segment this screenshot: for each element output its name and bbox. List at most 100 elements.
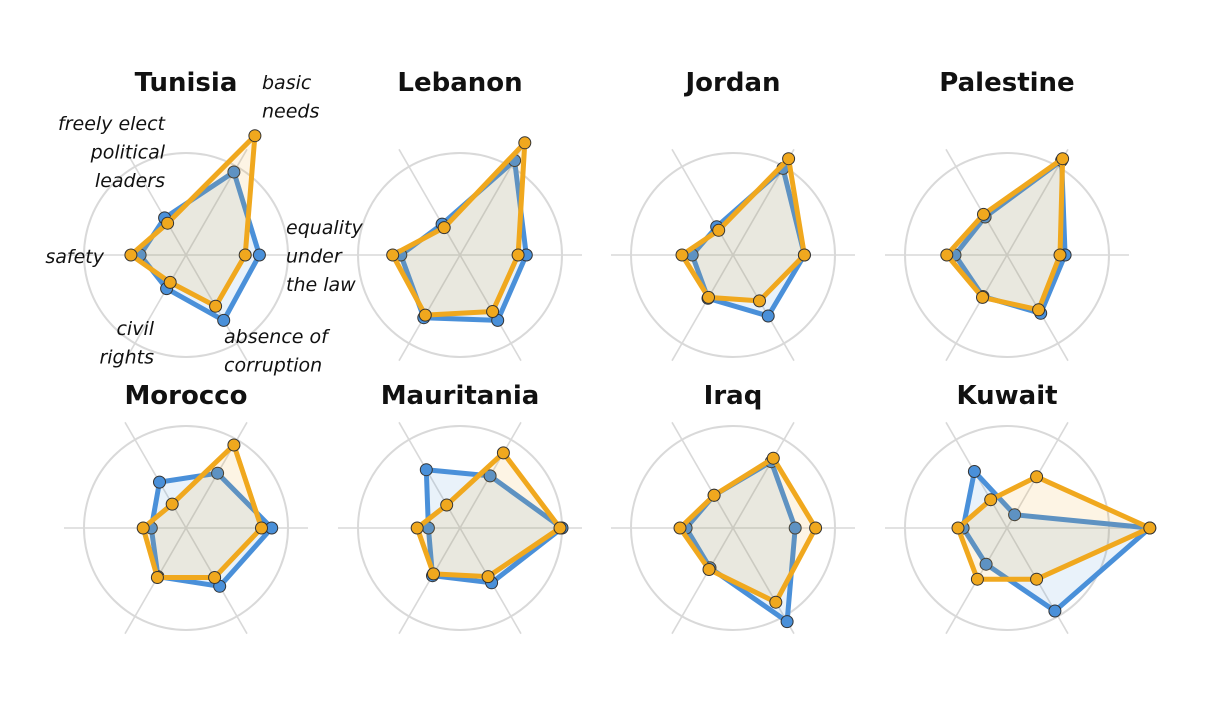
grid-spoke-5 xyxy=(124,421,187,529)
orange-point-basic-needs xyxy=(227,438,241,452)
orange-point-civil-rights xyxy=(163,275,177,289)
orange-series-area xyxy=(677,455,819,605)
grid-spoke-3 xyxy=(124,254,187,362)
orange-point-freely-elect-political-leaders xyxy=(984,493,998,507)
grid-spoke-3 xyxy=(671,254,734,362)
orange-point-safety xyxy=(410,521,424,535)
axis-label-freely-elect-political-leaders: freely elect political leaders xyxy=(58,113,167,192)
orange-point-civil-rights xyxy=(976,290,989,304)
orange-point-equality-under-the-law xyxy=(1143,521,1157,535)
orange-point-equality-under-the-law xyxy=(511,248,525,262)
axis-label-line: the law xyxy=(286,274,356,296)
orange-point-equality-under-the-law xyxy=(238,248,252,262)
grid-spoke-3 xyxy=(945,254,1008,362)
orange-point-absence-of-corruption xyxy=(209,299,223,313)
orange-point-basic-needs xyxy=(782,152,796,166)
blue-point-freely-elect-political-leaders xyxy=(153,475,166,489)
blue-point-civil-rights xyxy=(979,557,993,571)
axis-label-line: absence of xyxy=(224,326,331,348)
blue-point-basic-needs xyxy=(1008,508,1022,522)
orange-point-freely-elect-political-leaders xyxy=(165,497,179,511)
orange-point-freely-elect-political-leaders xyxy=(712,223,726,237)
orange-point-absence-of-corruption xyxy=(769,595,783,609)
orange-point-equality-under-the-law xyxy=(809,521,823,535)
axis-label-line: equality xyxy=(286,217,363,239)
orange-point-basic-needs xyxy=(248,129,262,143)
axis-label-safety: safety xyxy=(45,246,104,268)
orange-point-basic-needs xyxy=(1056,152,1070,166)
axis-label-line: political xyxy=(90,142,166,164)
axis-label-line: leaders xyxy=(95,170,165,192)
orange-point-safety xyxy=(951,521,965,535)
orange-point-absence-of-corruption xyxy=(486,305,500,318)
orange-point-basic-needs xyxy=(496,446,510,460)
orange-point-basic-needs xyxy=(518,136,532,150)
blue-point-basic-needs xyxy=(211,466,225,480)
radar-panel-kuwait: Kuwait xyxy=(885,381,1157,635)
orange-point-safety xyxy=(675,248,689,262)
orange-point-civil-rights xyxy=(702,290,715,304)
orange-point-absence-of-corruption xyxy=(481,570,495,584)
orange-point-safety xyxy=(124,248,138,262)
orange-point-civil-rights xyxy=(702,563,716,576)
orange-point-freely-elect-political-leaders xyxy=(977,207,990,221)
panel-title: Kuwait xyxy=(956,381,1057,411)
grid-spoke-0 xyxy=(1006,148,1069,256)
orange-point-equality-under-the-law xyxy=(1053,248,1067,262)
orange-point-civil-rights xyxy=(427,567,440,581)
blue-point-basic-needs xyxy=(483,469,497,483)
radar-panel-palestine: Palestine xyxy=(885,68,1129,362)
axis-label-line: corruption xyxy=(224,355,322,377)
orange-point-equality-under-the-law xyxy=(553,521,567,535)
grid-spoke-2 xyxy=(732,254,795,362)
axis-label-line: under xyxy=(286,246,343,268)
radar-panel-tunisia: Tunisia xyxy=(64,68,308,362)
orange-point-safety xyxy=(386,248,400,262)
orange-series-area xyxy=(390,140,528,318)
axis-label-line: civil xyxy=(116,318,154,340)
blue-point-absence-of-corruption xyxy=(780,615,794,629)
orange-point-civil-rights xyxy=(418,308,432,322)
orange-point-safety xyxy=(940,248,954,262)
grid-spoke-5 xyxy=(398,148,461,256)
radar-panel-morocco: Morocco xyxy=(64,381,308,635)
orange-point-civil-rights xyxy=(970,572,984,586)
axis-label-equality-under-the-law: equality under the law xyxy=(286,217,363,296)
panel-title: Tunisia xyxy=(135,68,238,98)
axis-label-line: freely elect xyxy=(58,113,167,135)
grid-spoke-5 xyxy=(124,148,187,256)
panel-title: Iraq xyxy=(704,381,763,411)
orange-point-freely-elect-political-leaders xyxy=(440,498,454,512)
orange-point-absence-of-corruption xyxy=(1030,572,1044,586)
blue-point-equality-under-the-law xyxy=(788,521,802,535)
panel-title: Palestine xyxy=(939,68,1074,98)
orange-point-freely-elect-political-leaders xyxy=(437,221,451,235)
panel-title: Mauritania xyxy=(381,381,540,411)
orange-point-basic-needs xyxy=(766,451,780,465)
axis-label-line: basic xyxy=(262,72,312,94)
orange-point-safety xyxy=(136,521,150,535)
panel-title: Lebanon xyxy=(397,68,522,98)
blue-point-equality-under-the-law xyxy=(252,248,266,262)
axis-label-line: needs xyxy=(262,101,319,123)
radar-panel-jordan: Jordan xyxy=(611,68,855,362)
orange-point-basic-needs xyxy=(1030,470,1044,484)
blue-point-absence-of-corruption xyxy=(761,309,775,323)
axis-label-civil-rights: civil rights xyxy=(99,318,154,369)
blue-point-freely-elect-political-leaders xyxy=(967,465,981,478)
blue-point-basic-needs xyxy=(227,165,241,179)
axis-label-absence-of-corruption: absence of corruption xyxy=(224,326,331,377)
orange-point-freely-elect-political-leaders xyxy=(707,488,721,502)
axis-label-line: rights xyxy=(99,347,154,369)
orange-point-equality-under-the-law xyxy=(797,248,811,262)
axis-label-basic-needs: basic needs xyxy=(262,72,319,123)
blue-point-freely-elect-political-leaders xyxy=(419,463,433,477)
grid-spoke-3 xyxy=(398,254,461,362)
grid-spoke-5 xyxy=(671,421,734,529)
grid-spoke-3 xyxy=(671,527,734,635)
radar-panel-iraq: Iraq xyxy=(611,381,855,635)
orange-point-absence-of-corruption xyxy=(208,571,222,584)
blue-point-absence-of-corruption xyxy=(1048,604,1062,618)
orange-point-equality-under-the-law xyxy=(255,521,268,535)
